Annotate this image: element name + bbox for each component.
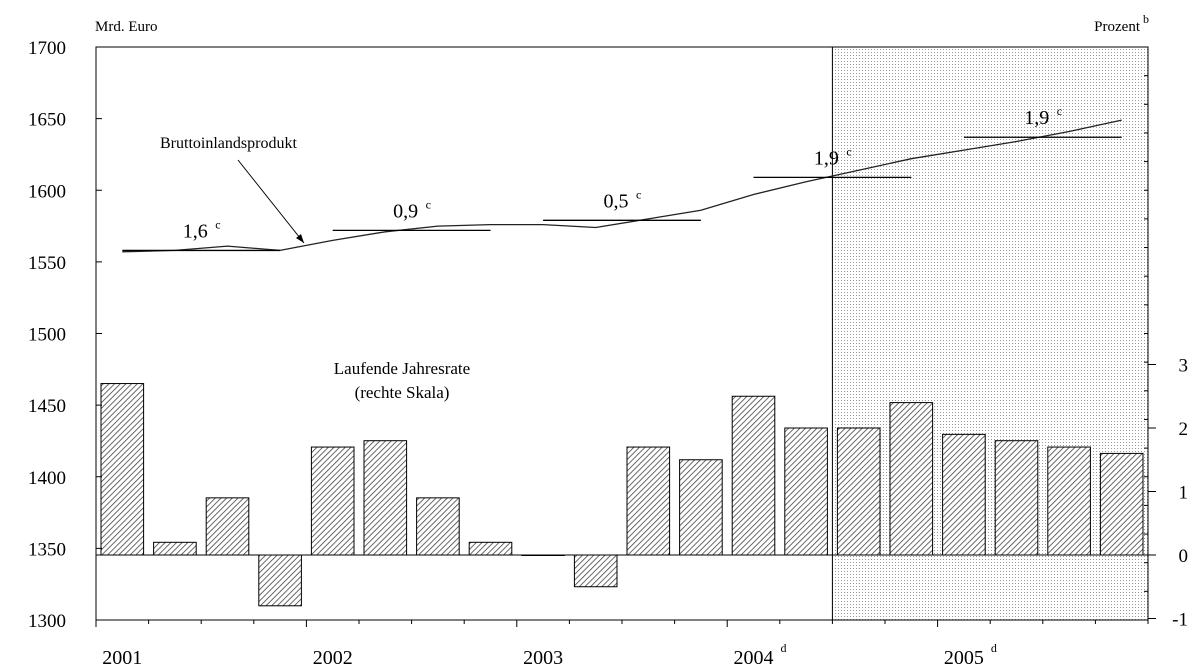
left-tick-label: 1500 [28, 325, 66, 346]
bar-2003Q2 [573, 554, 618, 588]
left-tick-label: 1650 [28, 110, 66, 131]
x-year-sup-2004: d [781, 641, 787, 655]
bar-2001Q2 [153, 541, 197, 556]
bar-2001Q3 [205, 497, 250, 556]
bar-2005Q1 [942, 433, 986, 556]
line-label-arrow [237, 159, 305, 244]
line-series-label: Bruttoinlandsprodukt [160, 135, 297, 152]
bar-2002Q3 [416, 497, 460, 556]
bar-2002Q4 [468, 541, 513, 556]
annual-rate-sup-2001: c [215, 217, 220, 231]
x-year-label-2002: 2002 [313, 647, 353, 669]
annual-rate-label-2005: 1,9 [1024, 107, 1049, 129]
right-tick-label: 3 [1179, 356, 1189, 377]
x-year-label-2005: 2005 [944, 647, 984, 669]
right-axis-unit: Prozent [1094, 19, 1141, 35]
bar-series-label-line1: Laufende Jahresrate [334, 359, 470, 378]
left-tick-label: 1300 [28, 611, 66, 632]
right-tick-label: 2 [1179, 419, 1189, 440]
right-axis-unit-sup: b [1143, 12, 1149, 26]
annual-rate-sup-2004: c [846, 144, 851, 158]
x-year-label-2001: 2001 [102, 647, 142, 669]
bar-2004Q3 [836, 427, 881, 556]
left-axis-unit: Mrd. Euro [95, 19, 158, 35]
annual-rate-label-2003: 0,5 [604, 190, 629, 212]
bar-2001Q1 [100, 383, 145, 556]
bar-series-label-line2: (rechte Skala) [355, 383, 450, 402]
left-tick-label: 1400 [28, 468, 66, 489]
x-year-label-2003: 2003 [523, 647, 563, 669]
bar-2005Q3 [1047, 446, 1091, 556]
annual-rate-label-2001: 1,6 [183, 220, 208, 242]
bar-2001Q4 [258, 554, 302, 607]
bar-2002Q1 [310, 446, 355, 556]
bar-2004Q2 [784, 427, 828, 556]
bar-2004Q1 [731, 395, 776, 556]
right-tick-label: -1 [1172, 610, 1188, 631]
bar-2005Q2 [994, 440, 1039, 556]
annual-rate-sup-2002: c [426, 197, 431, 211]
bar-2002Q2 [363, 440, 408, 556]
annual-rate-label-2004: 1,9 [814, 147, 839, 169]
left-tick-label: 1350 [28, 539, 66, 560]
bar-2003Q3 [626, 446, 671, 556]
annual-rate-label-2002: 0,9 [393, 200, 418, 222]
annual-rate-sup-2005: c [1057, 104, 1062, 118]
left-tick-label: 1600 [28, 181, 66, 202]
bar-2003Q4 [679, 459, 723, 556]
left-tick-label: 1550 [28, 253, 66, 274]
x-year-sup-2005: d [991, 641, 997, 655]
bar-2005Q4 [1099, 452, 1144, 556]
gdp-line [122, 119, 1122, 253]
line-label-arrowhead [296, 234, 304, 243]
bar-2004Q4 [889, 402, 934, 556]
annual-rate-sup-2003: c [636, 187, 641, 201]
forecast-shading [832, 47, 1148, 620]
left-tick-label: 1700 [28, 38, 66, 59]
left-tick-label: 1450 [28, 396, 66, 417]
x-year-label-2004: 2004 [734, 647, 774, 669]
right-tick-label: 0 [1179, 546, 1189, 567]
right-tick-label: 1 [1179, 483, 1189, 504]
